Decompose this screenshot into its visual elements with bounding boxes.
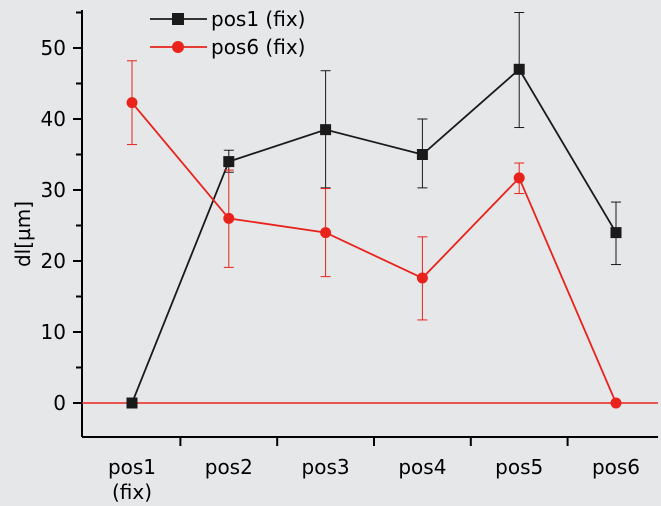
y-tick-label: 0 bbox=[53, 391, 66, 415]
data-point-square bbox=[513, 63, 525, 75]
x-tick-label: pos6 bbox=[592, 455, 640, 479]
data-point-square bbox=[610, 227, 622, 239]
x-tick-label: pos3 bbox=[302, 455, 350, 479]
y-tick-label: 20 bbox=[41, 249, 66, 273]
data-point-square bbox=[416, 149, 428, 160]
x-tick-label: pos2 bbox=[205, 455, 253, 479]
series-line bbox=[131, 102, 617, 404]
tick-labels: 0 10 20 30 40 50 pos1 (fix) pos2 pos3 pos4 pos5 pos6 bbox=[41, 36, 640, 504]
y-tick-label: 40 bbox=[41, 107, 66, 131]
series-line bbox=[131, 67, 617, 404]
data-point-square bbox=[223, 156, 235, 168]
data-point-circle bbox=[320, 227, 332, 239]
data-series bbox=[82, 12, 658, 409]
legend: pos1 (fix) pos6 (fix) bbox=[150, 7, 305, 59]
x-tick-label: pos1 (fix) bbox=[108, 455, 156, 504]
legend-item-1: pos1 (fix) bbox=[150, 7, 305, 31]
series-2 bbox=[126, 60, 622, 409]
legend-label: pos1 (fix) bbox=[211, 7, 305, 31]
series-1 bbox=[126, 12, 622, 409]
y-tick-label: 50 bbox=[41, 36, 66, 60]
legend-label: pos6 (fix) bbox=[211, 35, 305, 59]
data-point-square bbox=[320, 124, 332, 136]
x-tick-label: pos4 bbox=[398, 455, 446, 479]
legend-marker-circle bbox=[172, 41, 184, 53]
data-point-circle bbox=[610, 397, 622, 409]
data-point-square bbox=[126, 397, 138, 409]
data-point-circle bbox=[513, 172, 525, 184]
data-point-circle bbox=[126, 97, 138, 109]
y-tick-label: 10 bbox=[41, 320, 66, 344]
axes bbox=[73, 10, 658, 446]
legend-item-2: pos6 (fix) bbox=[150, 35, 305, 59]
data-point-circle bbox=[223, 212, 235, 224]
x-tick-label: pos5 bbox=[495, 455, 543, 479]
data-point-circle bbox=[416, 272, 428, 284]
y-axis-title: dl[µm] bbox=[11, 201, 35, 267]
y-tick-label: 30 bbox=[41, 178, 66, 202]
legend-marker-square bbox=[172, 13, 184, 25]
